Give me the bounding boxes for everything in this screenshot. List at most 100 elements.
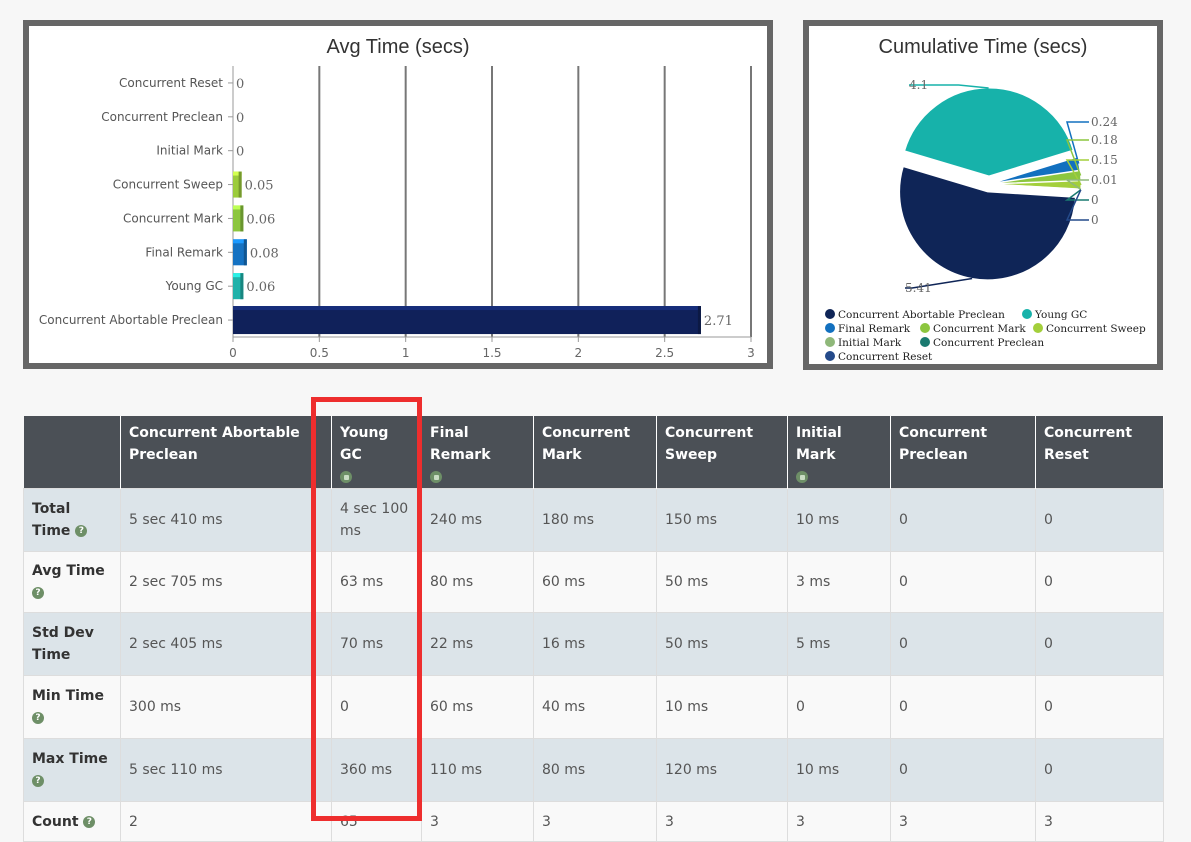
table-body: Total Time ? 5 sec 410 ms 4 sec 100 ms 240 … — [23, 488, 1164, 842]
column-header: Concurrent Abortable Preclean — [120, 416, 332, 489]
cumulative-time-pie-chart: Cumulative Time (secs) 5.41 4.1 0.24 0.18 0.1… — [825, 36, 1146, 363]
column-header[interactable]: Final Remark — [421, 416, 534, 489]
table-row: Max Time ? 5 sec 110 ms 360 ms 110 ms 80 ms 1… — [23, 738, 1164, 802]
pie-value-label: 0 — [1091, 213, 1099, 227]
row-header: Min Time ? — [23, 675, 121, 739]
bar-highlight — [233, 306, 701, 311]
sort-circle-icon[interactable] — [430, 471, 442, 483]
question-circle-icon[interactable]: ? — [32, 775, 44, 787]
bar-highlight — [233, 205, 244, 210]
row-header-label: Count — [32, 813, 79, 830]
legend-label: Concurrent Mark — [933, 323, 1026, 335]
row-header-label: Min Time — [32, 688, 105, 704]
pie-value-label: 0.24 — [1091, 115, 1118, 129]
legend-marker — [920, 323, 930, 333]
leader-line — [1066, 121, 1089, 164]
table-cell: 80 ms — [533, 738, 657, 802]
row-header: Avg Time ? — [23, 551, 121, 613]
table-cell: 5 sec 410 ms — [120, 488, 332, 552]
table-cell: 0 — [890, 675, 1036, 739]
question-circle-icon[interactable]: ? — [32, 712, 44, 724]
leader-line — [1064, 179, 1089, 191]
legend-label: Concurrent Preclean — [933, 337, 1044, 349]
row-header-label: Max Time — [32, 751, 108, 767]
table-row: Std Dev Time 2 sec 405 ms 70 ms 22 ms 16 ms 5… — [23, 612, 1164, 676]
table-cell: 50 ms — [656, 551, 788, 613]
sort-circle-icon[interactable] — [340, 471, 352, 483]
bar — [233, 171, 242, 198]
sort-circle-icon[interactable] — [796, 471, 808, 483]
table-cell: 0 — [1035, 488, 1164, 552]
legend-marker — [825, 323, 835, 333]
bar-value-label: 2.71 — [704, 314, 733, 329]
table-cell: 0 — [890, 738, 1036, 802]
y-category-label: Final Remark — [145, 245, 223, 259]
legend-label: Initial Mark — [838, 337, 902, 349]
pie-value-label: 0 — [1091, 193, 1099, 207]
x-tick-label: 3 — [747, 346, 755, 360]
avg-time-chart-panel: Avg Time (secs) 0 0.5 1 1.5 2 2.5 3 Concurrent R… — [23, 20, 773, 369]
table-cell: 0 — [890, 612, 1036, 676]
bar-edge — [240, 205, 244, 232]
table-cell: 110 ms — [421, 738, 534, 802]
table-cell: 80 ms — [421, 551, 534, 613]
table-cell: 0 — [331, 675, 422, 739]
table-cell: 150 ms — [656, 488, 788, 552]
table-cell: 0 — [1035, 738, 1164, 802]
question-circle-icon[interactable]: ? — [32, 587, 44, 599]
table-cell: 4 sec 100 ms — [331, 488, 422, 552]
legend-marker — [825, 351, 835, 361]
table-cell: 180 ms — [533, 488, 657, 552]
bar-value-label: 0.08 — [250, 246, 279, 261]
chart-title: Avg Time (secs) — [327, 36, 470, 58]
pie-slice — [899, 166, 1076, 281]
column-header: Concurrent Preclean — [890, 416, 1036, 489]
legend-marker — [920, 337, 930, 347]
table-cell: 240 ms — [421, 488, 534, 552]
column-header-label: Concurrent Abortable Preclean — [129, 425, 300, 463]
table-cell: 10 ms — [787, 738, 891, 802]
header-corner — [23, 416, 121, 489]
y-category-label: Initial Mark — [156, 144, 223, 158]
table-cell: 5 sec 110 ms — [120, 738, 332, 802]
chart-title: Cumulative Time (secs) — [879, 36, 1088, 58]
legend-marker — [1022, 309, 1032, 319]
table-cell: 2 — [120, 801, 332, 842]
table-cell: 0 — [1035, 551, 1164, 613]
table-cell: 65 — [331, 801, 422, 842]
legend-marker — [825, 309, 835, 319]
y-category-label: Concurrent Abortable Preclean — [39, 313, 223, 327]
y-category-label: Concurrent Mark — [123, 211, 223, 225]
column-header: Concurrent Mark — [533, 416, 657, 489]
column-header[interactable]: Young GC — [331, 416, 422, 489]
x-tick-label: 2 — [575, 346, 583, 360]
bar — [233, 205, 244, 232]
column-header-label: Concurrent Mark — [542, 425, 631, 463]
column-header: Concurrent Sweep — [656, 416, 788, 489]
leader-line — [905, 277, 973, 289]
pie-value-label: 0.01 — [1091, 173, 1118, 187]
row-header: Count ? — [23, 801, 121, 842]
table-cell: 50 ms — [656, 612, 788, 676]
bar-highlight — [233, 239, 247, 244]
bar-edge — [697, 306, 701, 335]
legend-label: Final Remark — [838, 323, 911, 335]
table-cell: 300 ms — [120, 675, 332, 739]
question-circle-icon[interactable]: ? — [75, 525, 88, 537]
table-cell: 360 ms — [331, 738, 422, 802]
question-circle-icon[interactable]: ? — [83, 815, 96, 828]
y-category-label: Young GC — [165, 279, 223, 293]
gc-stats-table: Concurrent Abortable Preclean Young GC Fin… — [23, 416, 1164, 842]
table-cell: 0 — [1035, 612, 1164, 676]
column-header[interactable]: Initial Mark — [787, 416, 891, 489]
leader-line — [1065, 139, 1089, 176]
column-header-label: Young GC — [340, 425, 389, 463]
table-cell: 2 sec 405 ms — [120, 612, 332, 676]
table-cell: 60 ms — [533, 551, 657, 613]
bar-value-label: 0 — [236, 111, 244, 126]
x-tick-label: 1.5 — [482, 346, 501, 360]
leader-line — [909, 84, 989, 89]
table-header-row: Concurrent Abortable Preclean Young GC Fin… — [23, 416, 1164, 489]
table-cell: 70 ms — [331, 612, 422, 676]
row-header: Total Time ? — [23, 488, 121, 552]
